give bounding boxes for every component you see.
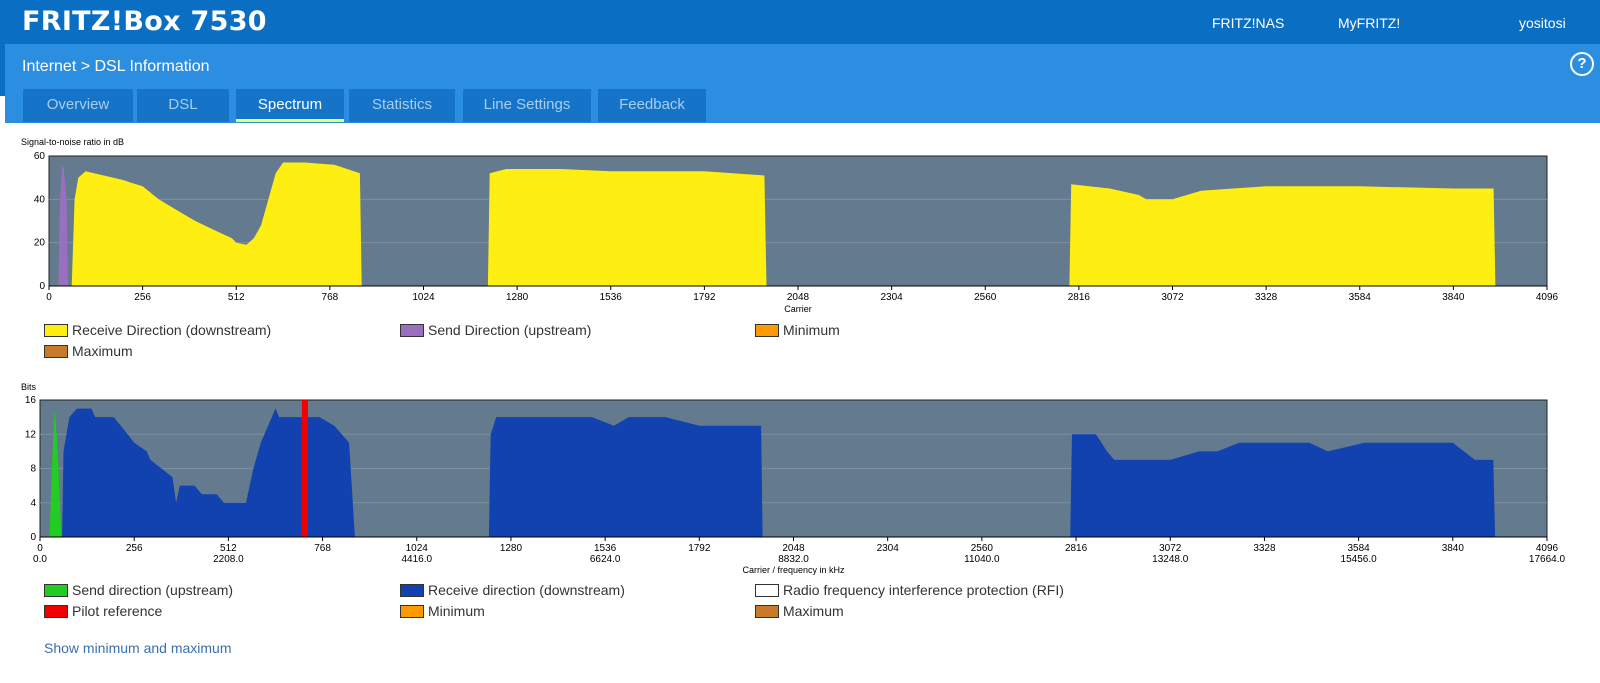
left-edge — [0, 44, 5, 96]
legend-bits-downstream: Receive direction (downstream) — [400, 582, 625, 598]
x-tick-label: 4096 — [1536, 543, 1559, 554]
tab-dsl[interactable]: DSL — [137, 89, 229, 122]
legend-swatch — [400, 583, 424, 597]
x-tick-label: 1280 — [500, 543, 523, 554]
x-tick-label: 256 — [126, 543, 143, 554]
snr-chart-ylabel: Signal-to-noise ratio in dB — [21, 137, 125, 147]
breadcrumb: Internet > DSL Information — [22, 58, 210, 75]
legend-snr-downstream: Receive Direction (downstream) — [44, 322, 271, 338]
x-tick-label: 3584 — [1348, 543, 1371, 554]
legend-swatch — [44, 604, 68, 618]
x-tick-label: 1024 — [406, 543, 429, 554]
x-freq-label: 0.0 — [33, 554, 47, 565]
legend-swatch — [400, 604, 424, 618]
bits-chart: 0 4 8 12 16 0 256 512 768 1024 1280 1536 1792 2048 230… — [25, 395, 1566, 575]
y-tick-label: 4 — [30, 498, 36, 509]
x-freq-label: 15456.0 — [1341, 554, 1378, 565]
legend-snr-maximum: Maximum — [44, 343, 133, 359]
x-tick-label: 2048 — [782, 543, 805, 554]
legend-bits-maximum: Maximum — [755, 603, 844, 619]
help-icon[interactable]: ? — [1570, 52, 1594, 76]
x-axis-title: Carrier / frequency in kHz — [742, 565, 845, 575]
x-tick-label: 768 — [314, 543, 331, 554]
x-tick-label: 512 — [228, 292, 245, 303]
series-area-1 — [62, 408, 1496, 537]
legend-swatch — [755, 583, 779, 597]
x-tick-label: 3072 — [1159, 543, 1182, 554]
bits-chart-ylabel: Bits — [21, 382, 37, 392]
x-tick-label: 3584 — [1349, 292, 1372, 303]
x-tick-label: 1280 — [506, 292, 529, 303]
sub-bar: Internet > DSL Information ? Overview DS… — [5, 44, 1600, 123]
show-min-max-link[interactable]: Show minimum and maximum — [44, 640, 232, 656]
legend-swatch — [755, 604, 779, 618]
y-tick-label: 8 — [30, 464, 36, 475]
x-tick-label: 1792 — [688, 543, 711, 554]
x-tick-label: 2048 — [787, 292, 810, 303]
x-tick-label: 768 — [322, 292, 339, 303]
y-tick-label: 0 — [30, 532, 36, 543]
series-area-0 — [49, 408, 62, 537]
x-freq-label: 8832.0 — [778, 554, 809, 565]
x-freq-label: 6624.0 — [590, 554, 621, 565]
series-area-0 — [58, 166, 68, 286]
series-area-1 — [71, 162, 1496, 286]
legend-swatch — [755, 323, 779, 337]
tab-feedback[interactable]: Feedback — [598, 89, 706, 122]
x-freq-label: 4416.0 — [401, 554, 432, 565]
tab-overview[interactable]: Overview — [23, 89, 133, 122]
top-bar: FRITZ!Box 7530 FRITZ!NAS MyFRITZ! yosito… — [0, 0, 1600, 44]
legend-bits-rfi: Radio frequency interference protection … — [755, 582, 1064, 598]
y-tick-label: 20 — [34, 238, 46, 249]
x-freq-label: 11040.0 — [964, 554, 1000, 565]
legend-swatch — [44, 583, 68, 597]
legend-swatch — [400, 323, 424, 337]
y-tick-label: 16 — [25, 395, 37, 406]
x-tick-label: 3328 — [1253, 543, 1276, 554]
x-axis-title: Carrier — [784, 304, 812, 314]
pilot-marker — [301, 400, 308, 537]
x-tick-label: 1024 — [412, 292, 435, 303]
x-tick-label: 256 — [134, 292, 151, 303]
user-link[interactable]: yositosi — [1519, 15, 1566, 31]
x-tick-label: 3840 — [1442, 543, 1465, 554]
x-tick-label: 512 — [220, 543, 237, 554]
x-tick-label: 2816 — [1068, 292, 1091, 303]
x-tick-label: 2560 — [971, 543, 994, 554]
x-tick-label: 4096 — [1536, 292, 1559, 303]
x-tick-label: 2816 — [1065, 543, 1088, 554]
x-tick-label: 1792 — [693, 292, 716, 303]
x-tick-label: 0 — [46, 292, 52, 303]
x-tick-label: 3072 — [1161, 292, 1184, 303]
x-tick-label: 3328 — [1255, 292, 1278, 303]
x-tick-label: 2560 — [974, 292, 997, 303]
brand-title: FRITZ!Box 7530 — [22, 6, 267, 37]
legend-swatch — [44, 323, 68, 337]
x-tick-label: 1536 — [600, 292, 623, 303]
tab-statistics[interactable]: Statistics — [349, 89, 455, 122]
x-tick-label: 0 — [37, 543, 43, 554]
x-freq-label: 2208.0 — [213, 554, 244, 565]
y-tick-label: 40 — [34, 194, 46, 205]
snr-chart: 0 20 40 60 0 256 512 768 1024 1280 1536 1792 2048 230… — [34, 151, 1559, 314]
tab-spectrum[interactable]: Spectrum — [236, 89, 344, 122]
myfritz-link[interactable]: MyFRITZ! — [1338, 15, 1401, 31]
tab-line-settings[interactable]: Line Settings — [463, 89, 591, 122]
x-tick-label: 3840 — [1442, 292, 1465, 303]
legend-bits-upstream: Send direction (upstream) — [44, 582, 233, 598]
legend-bits-pilot: Pilot reference — [44, 603, 162, 619]
legend-snr-minimum: Minimum — [755, 322, 840, 338]
legend-swatch — [44, 344, 68, 358]
y-tick-label: 60 — [34, 151, 46, 162]
fritz-nas-link[interactable]: FRITZ!NAS — [1212, 15, 1285, 31]
x-freq-label: 13248.0 — [1152, 554, 1189, 565]
x-freq-label: 17664.0 — [1529, 554, 1566, 565]
x-tick-label: 2304 — [881, 292, 904, 303]
legend-bits-minimum: Minimum — [400, 603, 485, 619]
y-tick-label: 12 — [25, 429, 37, 440]
y-tick-label: 0 — [39, 281, 45, 292]
x-tick-label: 1536 — [594, 543, 617, 554]
x-tick-label: 2304 — [877, 543, 900, 554]
legend-snr-upstream: Send Direction (upstream) — [400, 322, 591, 338]
